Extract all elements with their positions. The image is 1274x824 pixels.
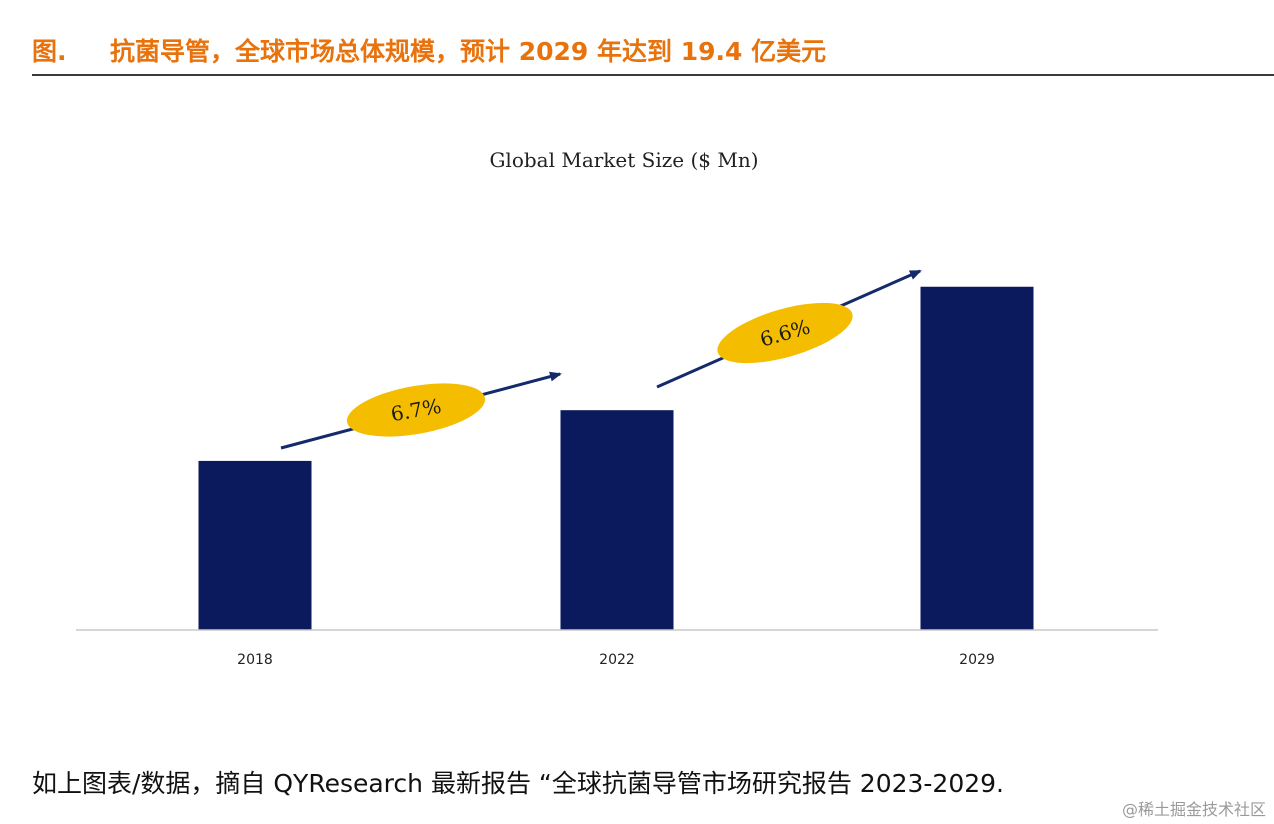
cagr-badge [717,302,853,364]
watermark: @稀土掘金技术社区 [1121,800,1266,819]
x-tick-labels: 2018 2022 2029 [237,652,995,668]
figure-title: 抗菌导管，全球市场总体规模，预计 2029 年达到 19.4 亿美元 [110,37,827,66]
bar-2018 [198,460,312,630]
x-tick-label: 2022 [599,652,635,668]
source-note: 如上图表/数据，摘自 QYResearch 最新报告 “全球抗菌导管市场研究报告… [32,769,1004,798]
bar-2029 [920,286,1034,630]
cagr-annotations: 6.7%6.6% [280,269,922,450]
chart-title: Global Market Size ($ Mn) [489,148,758,172]
x-tick-label: 2029 [959,652,995,668]
x-tick-label: 2018 [237,652,273,668]
cagr-badge [346,383,486,437]
figure-header: 图. 抗菌导管，全球市场总体规模，预计 2029 年达到 19.4 亿美元 [32,30,1274,76]
bars-layer [198,286,1034,630]
bar-2022 [560,410,674,630]
figure-label: 图. [32,37,67,66]
